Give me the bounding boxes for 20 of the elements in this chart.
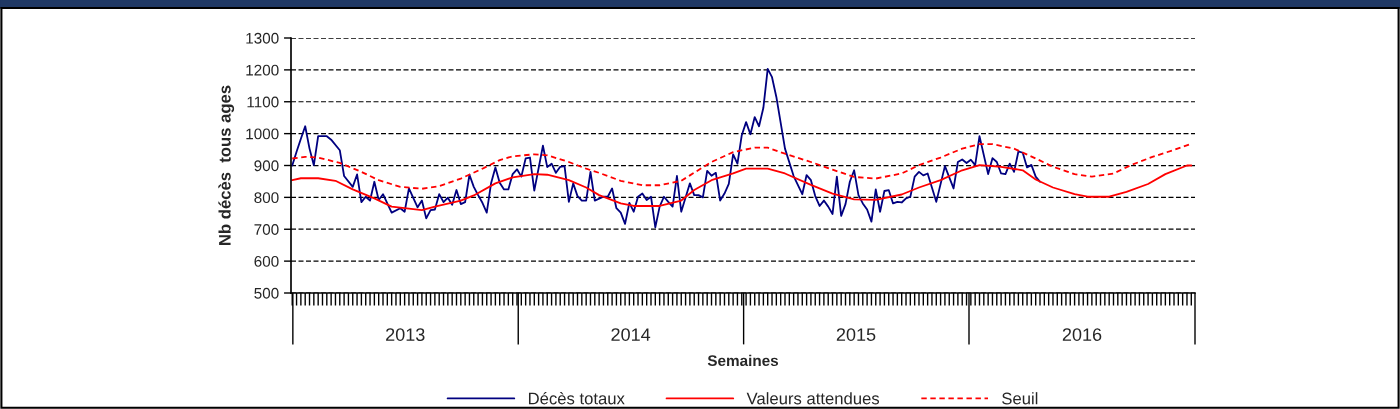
x-tick-label: 2013 [386,328,425,341]
legend-label: Décès totaux [528,391,625,405]
legend-label: Seuil [1002,392,1038,405]
y-tick-label: 500 [254,287,279,299]
x-tick-label: 2014 [611,328,651,341]
y-axis-title: Nb décès tous ages [218,85,235,245]
line-series [291,68,1041,229]
y-tick-label: 1000 [246,128,279,140]
x-tick-label: 2016 [1062,328,1102,341]
y-tick-label: 900 [254,160,279,172]
line-series [291,164,1193,212]
y-tick-label: 1200 [246,64,279,76]
x-axis-title: Semaines [707,354,779,367]
legend-label: Valeurs attendues [746,392,880,405]
y-tick-label: 1100 [247,96,279,108]
y-tick-label: 600 [254,255,279,267]
y-tick-label: 800 [254,192,279,204]
y-tick-label: 1300 [246,32,279,44]
y-tick-label: 700 [254,224,279,235]
x-tick-label: 2015 [836,328,876,341]
